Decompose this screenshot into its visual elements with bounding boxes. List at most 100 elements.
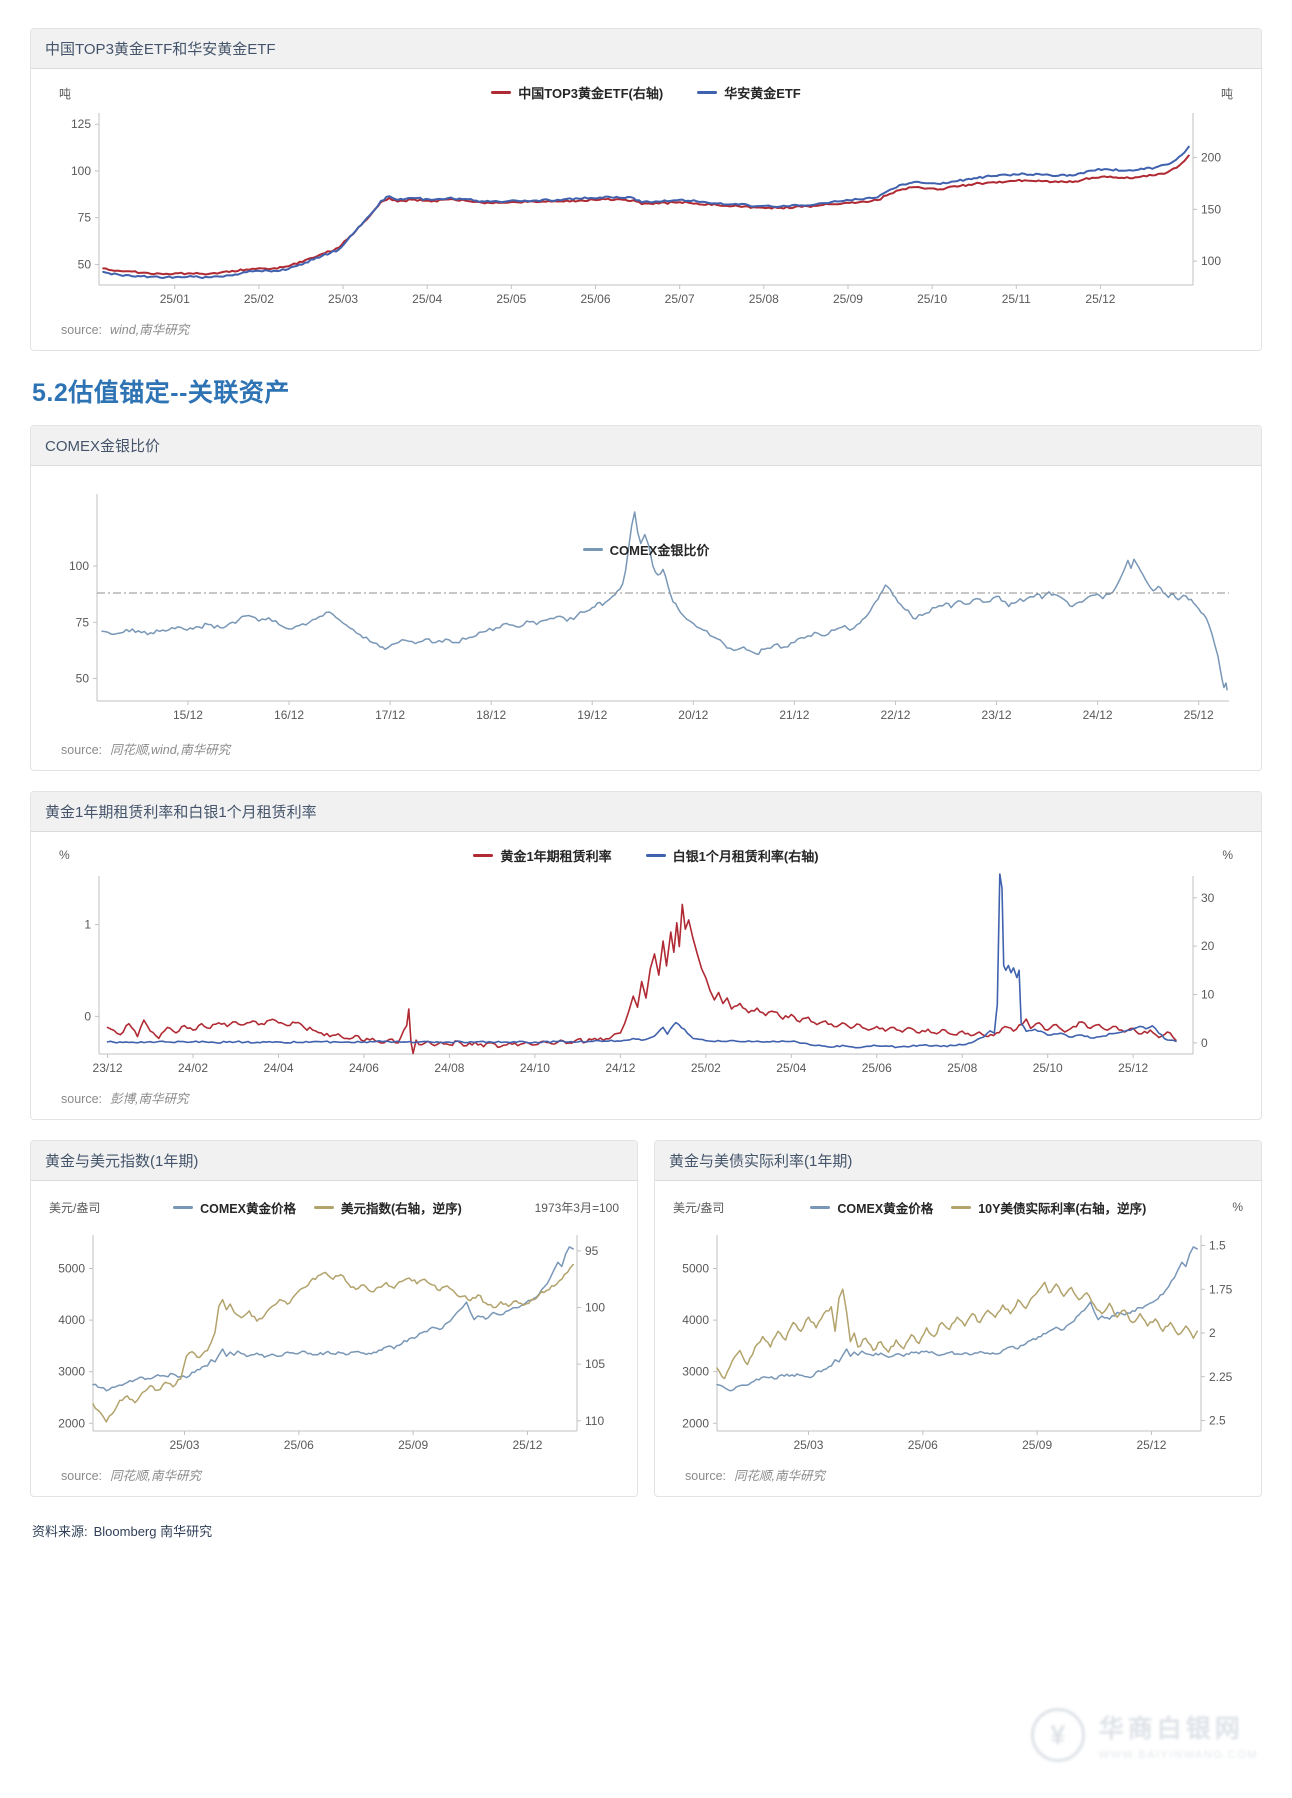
svg-text:23/12: 23/12 [93, 1061, 123, 1075]
svg-text:16/12: 16/12 [274, 708, 304, 722]
svg-text:25/02: 25/02 [691, 1061, 721, 1075]
svg-text:24/04: 24/04 [263, 1061, 293, 1075]
chart-body: 黄金1年期租赁利率 白银1个月租赁利率(右轴) % % 1 0 30 20 10 0 23/… [31, 832, 1261, 1119]
watermark-logo-icon: ¥ [1030, 1708, 1085, 1762]
chart-title: 黄金与美元指数(1年期) [45, 1153, 199, 1170]
axis-unit-left: 吨 [59, 87, 72, 101]
legend-label: 白银1个月租赁利率(右轴) [672, 849, 819, 864]
svg-text:24/12: 24/12 [1083, 708, 1113, 722]
legend-swatch [582, 548, 603, 551]
chart-title: 黄金1年期租赁利率和白银1个月租赁利率 [45, 804, 317, 821]
chart-source: source: wind,南华研究 [61, 323, 190, 337]
svg-text:25/12: 25/12 [1184, 708, 1214, 722]
card-lease-rates: 黄金1年期租赁利率和白银1个月租赁利率 黄金1年期租赁利率 白银1个月租赁利率(… [30, 791, 1262, 1120]
svg-text:25/01: 25/01 [160, 292, 190, 306]
svg-text:1.5: 1.5 [1209, 1239, 1226, 1253]
legend-item: 黄金1年期租赁利率 [473, 846, 612, 865]
svg-text:25/09: 25/09 [833, 292, 863, 306]
svg-text:25/08: 25/08 [947, 1061, 977, 1075]
report-source-note: 资料来源: Bloomberg 南华研究 [32, 1524, 213, 1539]
legend: 黄金1年期租赁利率 白银1个月租赁利率(右轴) [31, 846, 1261, 865]
svg-text:25/03: 25/03 [328, 292, 358, 306]
chart-body: 美元/盎司 COMEX黄金价格 10Y美债实际利率(右轴，逆序) % 5000 4… [655, 1181, 1261, 1496]
svg-text:0: 0 [84, 1009, 91, 1023]
axis-unit-right: % [1222, 848, 1233, 862]
svg-text:25/05: 25/05 [496, 292, 526, 306]
svg-text:125: 125 [71, 117, 91, 131]
axis-unit-left: 美元/盎司 [673, 1200, 725, 1215]
svg-text:25/09: 25/09 [1022, 1438, 1052, 1452]
svg-text:5000: 5000 [58, 1262, 85, 1276]
svg-text:3000: 3000 [58, 1365, 85, 1379]
svg-text:110: 110 [585, 1414, 604, 1428]
legend-item: COMEX金银比价 [582, 540, 710, 559]
legend-item: COMEX黄金价格 [173, 1198, 296, 1217]
svg-text:100: 100 [585, 1301, 605, 1315]
svg-text:20: 20 [1201, 939, 1215, 953]
svg-text:75: 75 [76, 615, 90, 629]
legend: COMEX金银比价 [31, 540, 1261, 559]
svg-text:2.5: 2.5 [1209, 1414, 1226, 1428]
svg-text:95: 95 [585, 1244, 599, 1258]
section-heading: 5.2估值锚定--关联资产 [32, 379, 290, 407]
svg-text:24/06: 24/06 [349, 1061, 379, 1075]
legend-swatch [697, 91, 718, 94]
svg-text:25/12: 25/12 [1118, 1061, 1148, 1075]
svg-text:25/07: 25/07 [665, 292, 695, 306]
legend-swatch [313, 1205, 334, 1209]
legend-swatch [810, 1205, 831, 1209]
svg-text:25/10: 25/10 [917, 292, 947, 306]
svg-text:19/12: 19/12 [577, 708, 607, 722]
watermark: ¥ 华商白银网 WWW.BAIYINWANG.COM [1030, 1708, 1258, 1762]
axis-unit-left: 美元/盎司 [49, 1200, 101, 1215]
svg-text:25/03: 25/03 [793, 1438, 823, 1452]
svg-text:20/12: 20/12 [678, 708, 708, 722]
bottom-charts-row: 黄金与美元指数(1年期) 美元/盎司 COMEX黄金价格 美元指数(右轴，逆序) [30, 1140, 1262, 1517]
legend-item: 10Y美债实际利率(右轴，逆序) [951, 1198, 1146, 1217]
chart-title: 黄金与美债实际利率(1年期) [669, 1153, 853, 1170]
svg-text:25/06: 25/06 [284, 1438, 314, 1452]
svg-text:30: 30 [1201, 891, 1215, 905]
watermark-text: 华商白银网 WWW.BAIYINWANG.COM [1099, 1709, 1258, 1761]
legend-label: COMEX金银比价 [609, 543, 710, 558]
svg-text:18/12: 18/12 [476, 708, 506, 722]
axis-unit-right: 吨 [1220, 87, 1233, 101]
svg-text:24/08: 24/08 [434, 1061, 464, 1075]
gold-silver-ratio-chart: 100 75 50 15/12 16/12 17/12 18/12 19/12 20/12 21/… [69, 494, 1229, 722]
card-header: 中国TOP3黄金ETF和华安黄金ETF [31, 29, 1261, 69]
chart-source: source: 彭博,南华研究 [61, 1092, 189, 1106]
svg-text:2.25: 2.25 [1209, 1370, 1233, 1384]
svg-text:100: 100 [71, 164, 91, 178]
svg-text:25/02: 25/02 [244, 292, 274, 306]
card-header: 黄金1年期租赁利率和白银1个月租赁利率 [31, 792, 1261, 832]
svg-text:25/04: 25/04 [412, 292, 442, 306]
svg-text:0: 0 [1201, 1036, 1208, 1050]
svg-text:25/06: 25/06 [862, 1061, 892, 1075]
chart-body: COMEX金银比价 100 75 50 15/12 16/12 17/12 18/12 19/… [31, 466, 1261, 770]
legend-swatch [473, 854, 494, 857]
legend-item: 白银1个月租赁利率(右轴) [645, 846, 819, 865]
legend-item: 中国TOP3黄金ETF(右轴) [491, 83, 663, 102]
legend-label: COMEX黄金价格 [837, 1201, 934, 1216]
legend-label: 美元指数(右轴，逆序) [340, 1201, 462, 1216]
svg-text:25/12: 25/12 [1085, 292, 1115, 306]
svg-text:2000: 2000 [682, 1416, 709, 1430]
svg-text:5000: 5000 [682, 1262, 709, 1276]
svg-text:22/12: 22/12 [880, 708, 910, 722]
svg-text:25/03: 25/03 [169, 1438, 199, 1452]
legend: COMEX黄金价格 10Y美债实际利率(右轴，逆序) [724, 1198, 1232, 1217]
svg-text:3000: 3000 [682, 1365, 709, 1379]
svg-text:2: 2 [1209, 1326, 1216, 1340]
chart-top-row: 美元/盎司 COMEX黄金价格 10Y美债实际利率(右轴，逆序) % [671, 1195, 1245, 1221]
svg-text:24/12: 24/12 [605, 1061, 635, 1075]
chart-source: source: 同花顺,南华研究 [685, 1469, 825, 1483]
svg-text:2000: 2000 [58, 1416, 85, 1430]
svg-text:24/10: 24/10 [520, 1061, 550, 1075]
svg-text:105: 105 [585, 1357, 605, 1371]
svg-text:24/02: 24/02 [178, 1061, 208, 1075]
card-header: 黄金与美债实际利率(1年期) [655, 1141, 1261, 1181]
legend-swatch [173, 1205, 194, 1209]
card-header: COMEX金银比价 [31, 426, 1261, 466]
chart-top-row: 美元/盎司 COMEX黄金价格 美元指数(右轴，逆序) 1973年3月=100 [47, 1195, 621, 1221]
